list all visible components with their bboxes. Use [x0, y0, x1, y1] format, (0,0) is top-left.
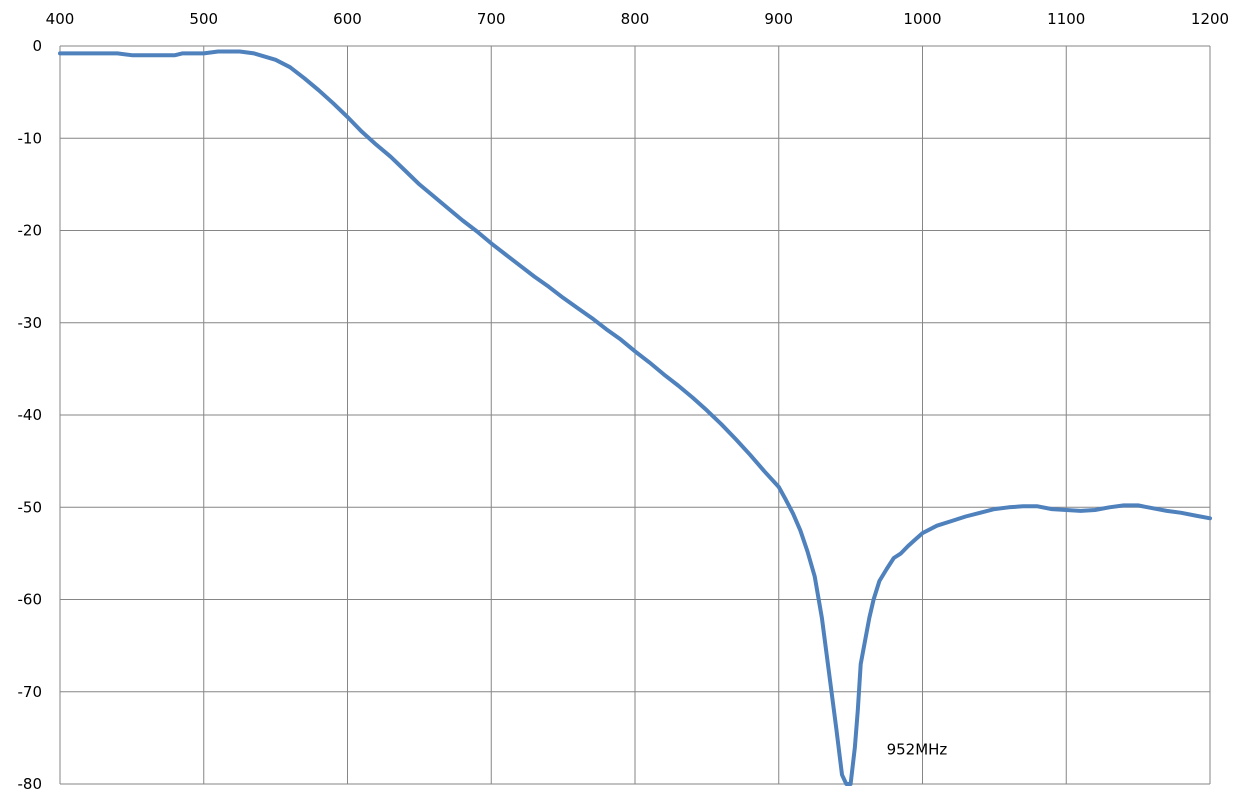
x-tick-label: 1000	[903, 10, 941, 28]
axes	[59, 45, 1210, 784]
x-tick-label: 600	[333, 10, 362, 28]
y-tick-label: -10	[18, 129, 43, 147]
y-tick-label: -50	[18, 498, 43, 516]
y-tick-label: -30	[18, 314, 43, 332]
tick-labels: 400 500 600 700 800 900 1000 1100 1200 0 -10 -20 -30…	[18, 10, 1230, 793]
y-tick-label: -20	[18, 222, 43, 240]
y-tick-label: -80	[18, 775, 43, 793]
x-tick-label: 1100	[1047, 10, 1085, 28]
x-tick-label: 500	[189, 10, 218, 28]
y-tick-label: 0	[32, 37, 42, 55]
x-tick-label: 400	[46, 10, 75, 28]
series-line	[58, 49, 1212, 786]
x-tick-label: 700	[477, 10, 506, 28]
x-tick-label: 900	[764, 10, 793, 28]
y-tick-label: -70	[18, 683, 43, 701]
series-layer	[58, 49, 1212, 786]
x-tick-label: 1200	[1191, 10, 1229, 28]
annotations: 952MHz	[887, 740, 948, 758]
grid-lines	[59, 45, 1211, 785]
x-tick-label: 800	[621, 10, 650, 28]
y-tick-label: -40	[18, 406, 43, 424]
y-tick-label: -60	[18, 591, 43, 609]
annotation-label: 952MHz	[887, 740, 948, 758]
